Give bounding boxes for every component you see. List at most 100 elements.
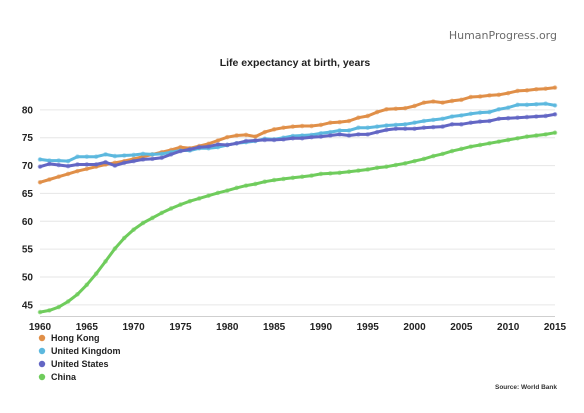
data-point [440, 124, 445, 129]
brand-watermark: HumanProgress.org [449, 29, 557, 42]
data-point [178, 144, 183, 150]
data-point [299, 174, 305, 180]
data-point [281, 137, 286, 142]
data-point [515, 135, 520, 141]
series-china [37, 130, 558, 315]
data-point [37, 309, 43, 315]
data-point [430, 124, 436, 130]
data-point [327, 133, 333, 138]
data-point [65, 299, 71, 304]
y-tick-label: 45 [22, 300, 34, 311]
data-point [374, 109, 380, 115]
data-point [206, 193, 211, 198]
data-point [393, 162, 399, 168]
data-point [459, 122, 464, 127]
data-point [93, 162, 99, 167]
data-point [243, 183, 249, 188]
x-tick-label: 2000 [403, 322, 426, 333]
data-point [65, 171, 71, 177]
data-point [327, 171, 333, 176]
data-point [290, 135, 296, 141]
x-tick-label: 1985 [263, 322, 286, 333]
data-point [224, 134, 230, 140]
data-point [515, 102, 520, 108]
data-point [121, 160, 127, 166]
data-point [543, 132, 548, 137]
data-point [75, 291, 80, 297]
data-point [121, 235, 127, 241]
data-point [459, 97, 464, 103]
series-line [38, 102, 557, 163]
data-point [543, 86, 548, 91]
data-point [346, 133, 352, 138]
x-tick-label: 1975 [169, 322, 192, 333]
x-tick-label: 1970 [123, 322, 146, 333]
legend: Hong Kong United Kingdom United States Chin… [38, 333, 121, 382]
data-point [552, 103, 558, 108]
data-point [224, 142, 230, 148]
data-point [477, 110, 483, 115]
data-point [75, 154, 80, 159]
data-point [337, 119, 342, 125]
source-note: Source: World Bank [495, 384, 557, 391]
data-point [93, 271, 99, 276]
legend-label: Hong Kong [51, 333, 100, 343]
data-point [449, 114, 455, 119]
data-point [496, 92, 502, 98]
data-point [290, 124, 296, 129]
data-point [47, 161, 52, 167]
data-point [65, 158, 71, 164]
data-point [430, 153, 436, 159]
data-point [262, 137, 268, 143]
data-point [459, 146, 464, 152]
data-point [421, 156, 427, 162]
data-point [196, 196, 202, 201]
data-point [112, 163, 118, 168]
y-axis-ticks: 45 50 55 60 65 70 75 80 [22, 105, 34, 311]
data-point [281, 125, 286, 130]
data-point [271, 177, 277, 183]
data-point [440, 100, 445, 105]
data-point [496, 107, 502, 112]
data-point [224, 188, 230, 193]
data-point [140, 157, 146, 162]
legend-marker [38, 347, 46, 355]
data-point [533, 114, 539, 119]
data-point [262, 179, 268, 185]
data-point [131, 158, 136, 164]
data-point [505, 115, 511, 121]
data-point [37, 179, 43, 185]
chart-title: Life expectancy at birth, years [220, 57, 371, 69]
data-point [56, 158, 62, 163]
data-point [440, 151, 445, 157]
data-point [150, 156, 155, 162]
data-point [84, 282, 90, 288]
data-point [412, 120, 417, 125]
y-tick-label: 80 [22, 105, 34, 116]
data-point [393, 106, 399, 112]
data-point [468, 94, 474, 100]
data-point [243, 138, 249, 144]
data-point [449, 148, 455, 154]
data-point [412, 126, 417, 132]
data-point [430, 117, 436, 123]
data-point [299, 123, 305, 129]
data-point [365, 167, 371, 172]
series-hong-kong [37, 85, 558, 185]
data-point [271, 137, 277, 143]
data-point [384, 107, 389, 112]
data-point [459, 113, 464, 118]
data-point [253, 138, 258, 143]
legend-label: United States [51, 359, 109, 369]
data-point [421, 100, 427, 105]
data-point [215, 190, 221, 196]
legend-label: China [51, 372, 77, 382]
x-tick-label: 1965 [76, 322, 99, 333]
series-united-kingdom [37, 101, 558, 164]
data-point [524, 88, 530, 93]
y-tick-label: 70 [22, 161, 34, 172]
data-point [468, 144, 474, 149]
data-point [309, 123, 314, 129]
data-point [421, 125, 427, 130]
